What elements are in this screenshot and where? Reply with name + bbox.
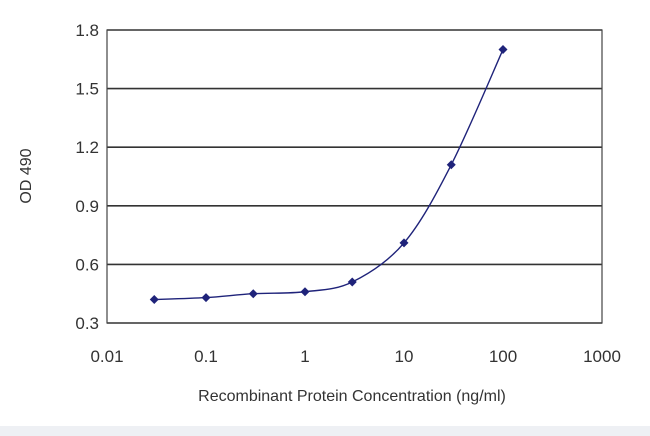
gridlines xyxy=(107,29,602,324)
data-point xyxy=(300,287,310,297)
x-tick-label: 1 xyxy=(300,347,309,366)
y-tick-label: 0.9 xyxy=(75,197,99,216)
data-point xyxy=(248,289,258,299)
y-tick-label: 1.8 xyxy=(75,21,99,40)
x-tick-label: 0.01 xyxy=(90,347,123,366)
bottom-strip xyxy=(0,426,650,436)
data-markers xyxy=(149,45,508,305)
y-axis-tick-labels: 0.3 0.6 0.9 1.2 1.5 1.8 xyxy=(75,21,99,333)
data-point xyxy=(498,45,508,55)
x-tick-label: 100 xyxy=(489,347,517,366)
data-point xyxy=(399,238,409,248)
y-tick-label: 0.3 xyxy=(75,314,99,333)
x-tick-label: 0.1 xyxy=(194,347,218,366)
y-tick-label: 0.6 xyxy=(75,255,99,274)
x-axis-tick-labels: 0.01 0.1 1 10 100 1000 xyxy=(90,347,620,366)
data-point xyxy=(149,295,159,305)
data-point xyxy=(347,277,357,287)
y-axis-label: OD 490 xyxy=(18,148,35,203)
data-point xyxy=(446,160,456,170)
y-tick-label: 1.2 xyxy=(75,138,99,157)
x-tick-label: 10 xyxy=(395,347,414,366)
series-line xyxy=(154,49,504,301)
x-tick-label: 1000 xyxy=(583,347,621,366)
y-tick-label: 1.5 xyxy=(75,80,99,99)
x-axis-label: Recombinant Protein Concentration (ng/ml… xyxy=(198,388,506,405)
plot-area-frame xyxy=(106,29,603,324)
data-point xyxy=(201,293,211,303)
